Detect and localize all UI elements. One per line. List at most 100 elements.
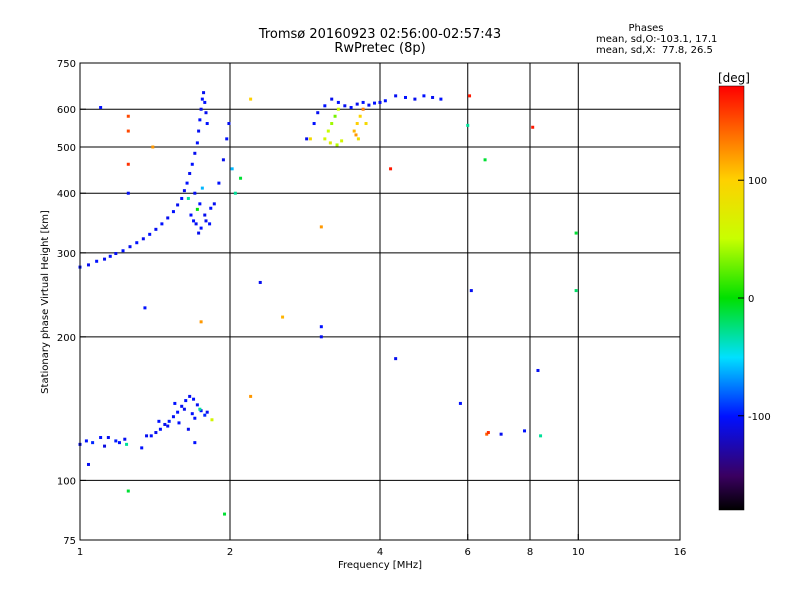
data-point (198, 202, 202, 206)
data-point (176, 203, 180, 207)
data-point (148, 232, 152, 236)
y-tick-label: 75 (63, 536, 76, 547)
data-point (361, 107, 365, 111)
data-point (389, 167, 393, 171)
colorbar-tick-label: 0 (748, 294, 754, 305)
data-point (356, 137, 360, 141)
data-point (308, 137, 312, 141)
data-point (193, 416, 197, 420)
data-point (367, 103, 371, 107)
data-point (413, 97, 417, 101)
data-point (143, 306, 147, 310)
data-point (364, 122, 368, 126)
data-point (114, 252, 118, 256)
data-point (212, 202, 216, 206)
data-point (128, 245, 132, 249)
data-point (126, 129, 130, 133)
data-point (151, 145, 155, 149)
data-point (123, 437, 127, 441)
data-point (193, 441, 197, 445)
data-point (352, 129, 356, 133)
data-point (126, 162, 130, 166)
data-point (205, 410, 209, 414)
colorbar-label: [deg] (718, 71, 750, 85)
data-point (103, 257, 107, 261)
data-point (173, 401, 177, 405)
data-point (361, 100, 365, 104)
data-point (531, 125, 535, 129)
data-point (180, 196, 184, 200)
data-points (78, 91, 578, 516)
y-tick-label: 300 (57, 249, 76, 260)
data-point (499, 432, 503, 436)
data-point (355, 122, 359, 126)
data-point (190, 412, 194, 416)
data-point (205, 122, 209, 126)
phases-heading: Phases (628, 23, 664, 34)
x-tick-label: 8 (527, 547, 533, 558)
data-point (167, 419, 171, 423)
y-tick-label: 750 (57, 59, 76, 70)
data-point (468, 94, 472, 98)
data-point (192, 397, 196, 401)
data-point (121, 249, 125, 253)
data-point (84, 439, 88, 443)
data-point (166, 424, 170, 428)
data-point (458, 401, 462, 405)
data-point (160, 222, 164, 226)
data-point (326, 129, 330, 133)
data-point (330, 122, 334, 126)
data-point (188, 394, 192, 398)
data-point (182, 189, 186, 193)
data-point (192, 219, 196, 223)
data-point (108, 254, 112, 258)
data-point (86, 263, 90, 267)
data-point (354, 133, 358, 137)
data-point (203, 413, 207, 417)
data-point (195, 207, 199, 211)
data-point (394, 94, 398, 98)
data-point (227, 122, 231, 126)
data-point (373, 101, 377, 105)
data-point (117, 441, 121, 445)
data-point (305, 137, 309, 141)
data-point (485, 432, 489, 436)
data-point (378, 100, 382, 104)
data-point (281, 315, 285, 319)
data-point (195, 403, 199, 407)
phases-x-stats: mean, sd,X: 77.8, 26.5 (596, 45, 713, 56)
y-tick-label: 400 (57, 189, 76, 200)
data-point (194, 222, 198, 226)
data-point (204, 111, 208, 115)
data-point (154, 227, 158, 231)
data-point (140, 446, 144, 450)
data-point (209, 206, 213, 210)
data-point (383, 99, 387, 103)
x-axis-label: Frequency [MHz] (338, 560, 422, 571)
data-point (239, 176, 243, 180)
data-point (225, 137, 229, 141)
data-point (340, 139, 344, 143)
data-point (145, 434, 149, 438)
data-point (135, 241, 139, 245)
data-point (319, 335, 323, 339)
data-point (336, 100, 340, 104)
data-point (469, 289, 473, 293)
data-point (523, 429, 527, 433)
data-point (114, 439, 118, 443)
data-point (199, 320, 203, 324)
data-point (333, 114, 337, 118)
data-point (358, 114, 362, 118)
data-point (157, 419, 161, 423)
data-point (249, 394, 253, 398)
data-point (312, 122, 316, 126)
data-point (99, 436, 103, 440)
data-point (177, 421, 181, 425)
data-point (186, 196, 190, 200)
data-point (343, 104, 347, 108)
data-point (319, 225, 323, 229)
data-point (125, 442, 129, 446)
y-axis-label: Stationary phase Virtual Height [km] (40, 210, 51, 394)
